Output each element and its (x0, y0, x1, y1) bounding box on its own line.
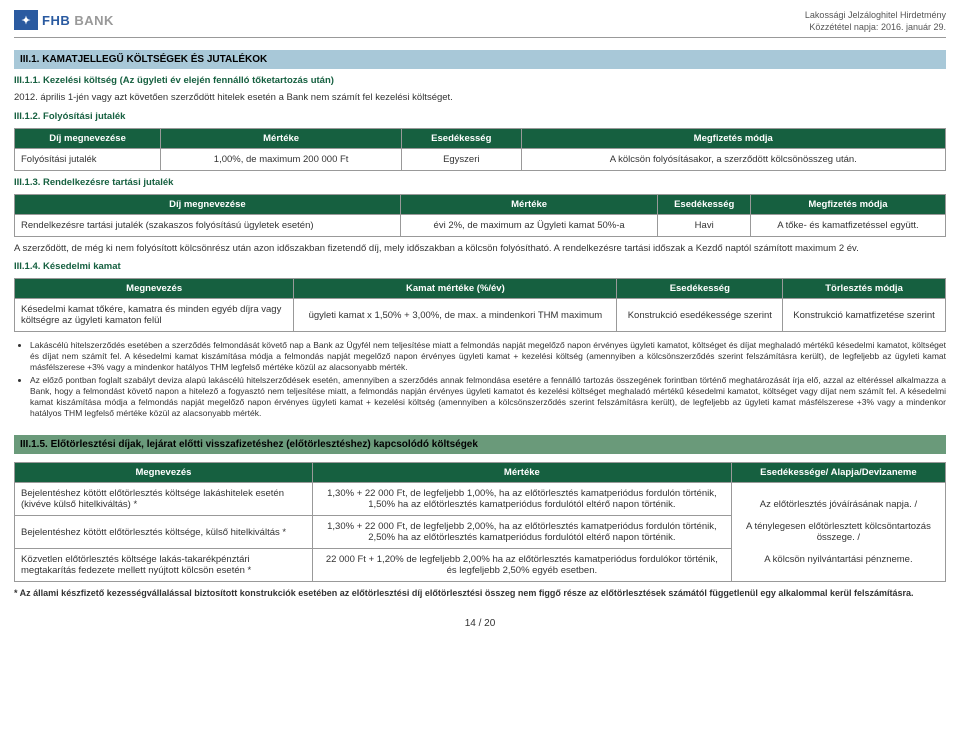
table-row: Folyósítási jutalék 1,00%, de maximum 20… (15, 148, 946, 170)
section-title-1: III.1. KAMATJELLEGŰ KÖLTSÉGEK ÉS JUTALÉK… (14, 50, 946, 69)
page-number: 14 / 20 (14, 618, 946, 629)
para-1: 2012. április 1-jén vagy azt követően sz… (14, 92, 946, 104)
para-2: A szerződött, de még ki nem folyósított … (14, 243, 946, 255)
list-item: Az előző pontban foglalt szabályt deviza… (30, 375, 946, 419)
th: Mértéke (400, 194, 658, 214)
section-title-2: III.1.5. Előtörlesztési díjak, lejárat e… (14, 435, 946, 454)
subsection-1-2: III.1.2. Folyósítási jutalék (14, 111, 946, 122)
logo-text: FHB BANK (42, 13, 114, 28)
th: Mértéke (161, 128, 402, 148)
subsection-1-1: III.1.1. Kezelési költség (Az ügyleti év… (14, 75, 946, 86)
header-line2: Közzététel napja: 2016. január 29. (805, 22, 946, 34)
merged-cell: Az előtörlesztés jóváírásának napja. / A… (731, 483, 945, 582)
th: Törlesztés módja (783, 279, 946, 299)
table-row: Bejelentéshez kötött előtörlesztés költs… (15, 483, 946, 516)
subsection-1-4: III.1.4. Késedelmi kamat (14, 261, 946, 272)
th: Megfizetés módja (750, 194, 945, 214)
table-folyositasi: Díj megnevezése Mértéke Esedékesség Megf… (14, 128, 946, 171)
th: Mértéke (312, 463, 731, 483)
subsection-1-3: III.1.3. Rendelkezésre tartási jutalék (14, 177, 946, 188)
th: Díj megnevezése (15, 194, 401, 214)
table-row: Késedelmi kamat tőkére, kamatra és minde… (15, 299, 946, 332)
table-elotorlesztes: Megnevezés Mértéke Esedékessége/ Alapja/… (14, 462, 946, 582)
table-kesedelmi: Megnevezés Kamat mértéke (%/év) Esedékes… (14, 278, 946, 332)
th: Megnevezés (15, 463, 313, 483)
th: Megfizetés módja (521, 128, 945, 148)
logo-icon: ✦ (14, 10, 38, 30)
list-item: Lakáscélú hitelszerződés esetében a szer… (30, 340, 946, 373)
page-header: ✦ FHB BANK Lakossági Jelzáloghitel Hirde… (14, 10, 946, 38)
header-meta: Lakossági Jelzáloghitel Hirdetmény Közzé… (805, 10, 946, 33)
footnote: * Az állami készfizető kezességvállaláss… (14, 588, 946, 598)
th: Megnevezés (15, 279, 294, 299)
logo: ✦ FHB BANK (14, 10, 114, 30)
th: Esedékesség (617, 279, 783, 299)
bullet-list: Lakáscélú hitelszerződés esetében a szer… (14, 338, 946, 427)
th: Esedékesség (402, 128, 521, 148)
header-line1: Lakossági Jelzáloghitel Hirdetmény (805, 10, 946, 22)
th: Díj megnevezése (15, 128, 161, 148)
th: Esedékesség (658, 194, 750, 214)
table-rendelkezesre: Díj megnevezése Mértéke Esedékesség Megf… (14, 194, 946, 237)
th: Esedékessége/ Alapja/Devizaneme (731, 463, 945, 483)
table-row: Rendelkezésre tartási jutalék (szakaszos… (15, 214, 946, 236)
th: Kamat mértéke (%/év) (294, 279, 617, 299)
